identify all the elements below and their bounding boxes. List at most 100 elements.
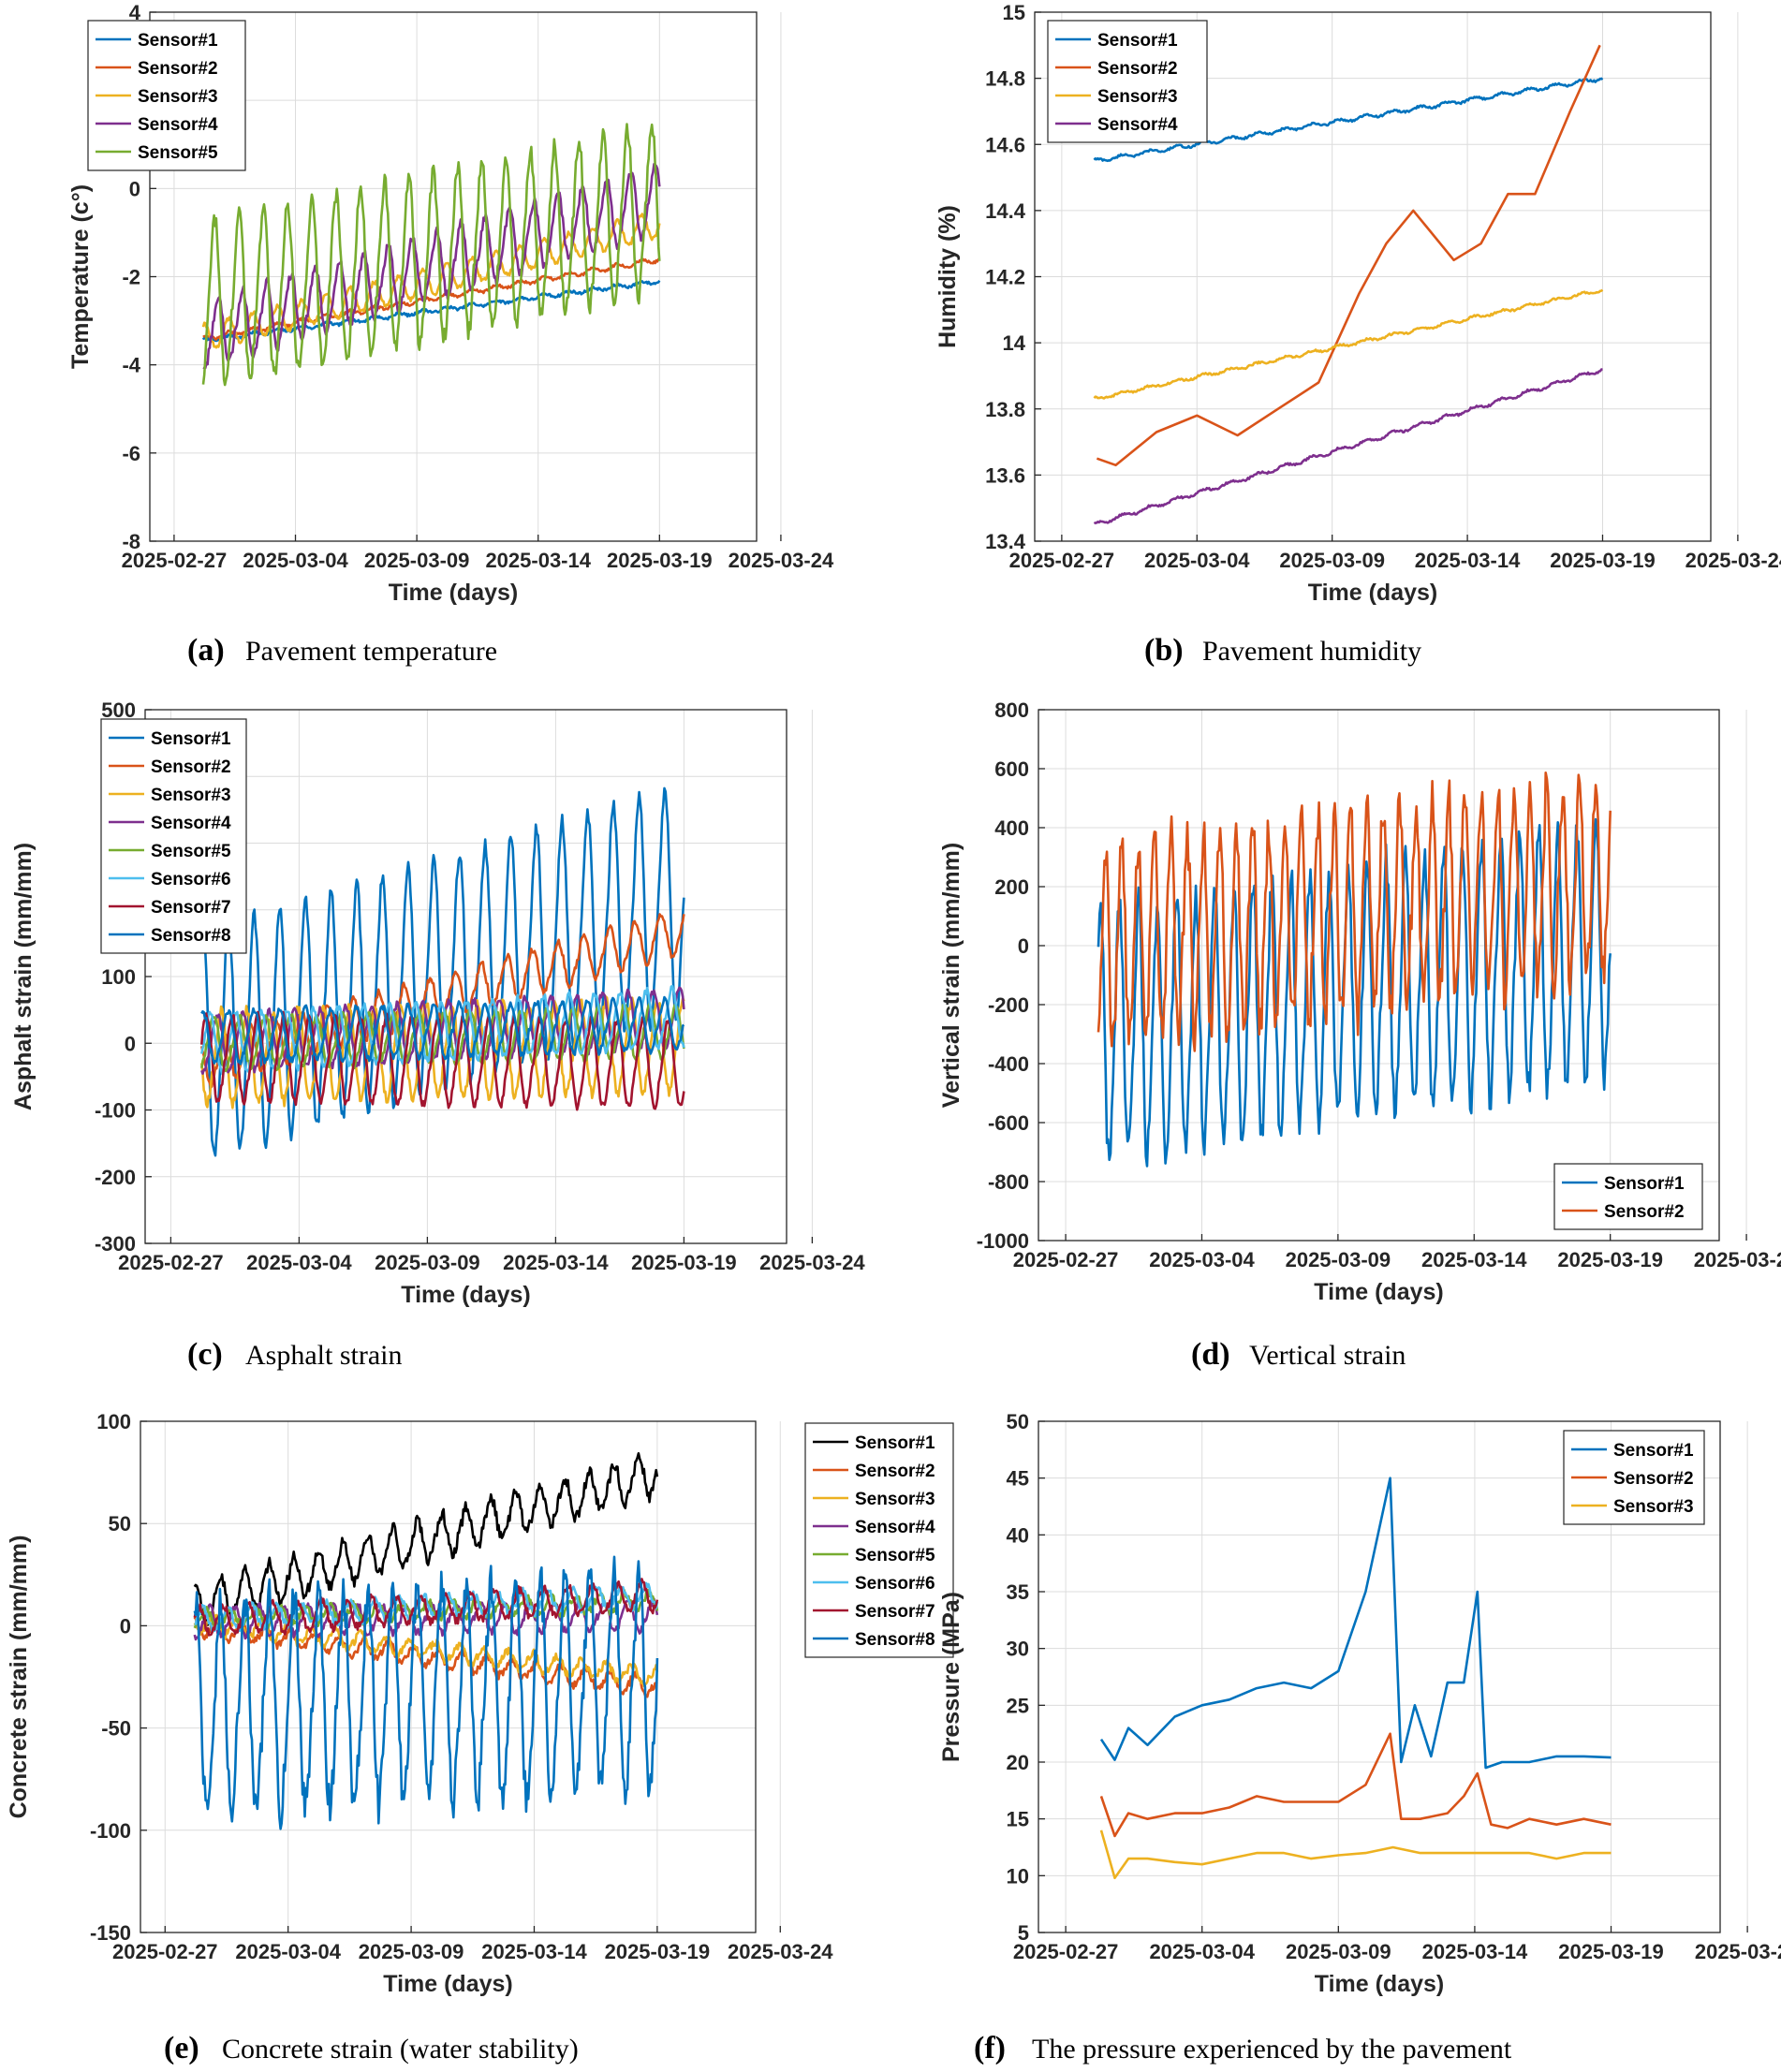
x-tick-label: 2025-03-09 [375,1251,480,1274]
x-tick-label: 2025-03-09 [364,549,470,572]
x-tick-label: 2025-02-27 [1013,1940,1119,1963]
x-tick-label: 2025-03-09 [1279,549,1385,572]
x-tick-label: 2025-03-24 [1685,549,1781,572]
legend-label: Sensor#6 [855,1574,935,1594]
x-tick-label: 2025-02-27 [122,549,228,572]
legend-label: Sensor#7 [151,898,231,918]
caption-letter-d: (d) [1191,1337,1230,1372]
y-tick-label: 500 [101,698,136,722]
series-group-b [1093,44,1604,525]
y-tick-label: 25 [1007,1694,1029,1717]
x-tick-label: 2025-03-24 [1695,1940,1781,1963]
x-tick-label: 2025-03-09 [1286,1248,1391,1271]
series-line-7 [193,1578,659,1637]
legend-label: Sensor#4 [151,814,231,833]
x-tick-label: 2025-03-09 [1286,1940,1391,1963]
x-tick-label: 2025-02-27 [112,1940,218,1963]
series-line-4 [1093,368,1603,525]
y-axis-title: Temperature (c°) [67,184,94,369]
x-tick-label: 2025-03-04 [1144,549,1250,572]
series-line-5 [200,1001,685,1073]
legend-label: Sensor#2 [1097,59,1178,79]
y-tick-label: 50 [109,1512,131,1536]
y-tick-label: -400 [988,1052,1029,1076]
x-tick-label: 2025-03-19 [1557,1248,1663,1271]
series-group-d [1097,771,1612,1168]
y-tick-label: -6 [122,442,140,465]
y-tick-label: 45 [1007,1467,1029,1491]
y-tick-label: 0 [120,1614,131,1638]
panel-d: 2025-02-27 2025-03-04 2025-03-09 2025-03-14… [938,698,1781,1372]
series-line-1 [1093,77,1604,163]
panel-f: 2025-02-27 2025-03-04 2025-03-09 2025-03-14… [938,1410,1781,2065]
caption-letter-b: (b) [1144,633,1184,668]
legend-label: Sensor#1 [855,1433,935,1453]
x-tick-label: 2025-03-14 [1421,1248,1527,1271]
legend-label: Sensor#5 [151,842,231,861]
caption-text-c: Asphalt strain [245,1340,402,1371]
x-tick-label: 2025-03-19 [605,1940,711,1963]
legend-label: Sensor#3 [855,1490,935,1509]
y-tick-label: 14.4 [985,199,1026,223]
legend-label: Sensor#2 [855,1462,935,1481]
y-tick-label: 13.8 [985,398,1025,421]
series-line-3 [1093,288,1604,400]
x-tick-label: 2025-03-14 [1422,1940,1528,1963]
panel-c: 2025-02-27 2025-03-04 2025-03-09 2025-03-14… [10,698,865,1372]
legend-label: Sensor#8 [855,1630,935,1650]
series-line-3 [200,995,685,1109]
x-tick-label: 2025-03-04 [1149,1940,1255,1963]
caption-letter-f: (f) [974,2031,1006,2065]
y-tick-label: 30 [1007,1638,1029,1661]
y-tick-label: 14.2 [985,266,1025,289]
y-axis-title: Asphalt strain (mm/mm) [10,843,37,1110]
y-tick-label: -4 [122,354,140,377]
plot-area-d [1038,710,1719,1241]
legend-label: Sensor#1 [138,31,218,51]
x-tick-label: 2025-03-04 [235,1940,341,1963]
legend-label: Sensor#7 [855,1602,935,1622]
y-tick-label: 10 [1007,1864,1029,1888]
x-axis-title: Time (days) [1308,580,1437,606]
series-group-c [200,786,685,1157]
y-tick-label: 600 [994,757,1029,781]
legend-label: Sensor#1 [1097,31,1178,51]
x-tick-label: 2025-02-27 [1013,1248,1119,1271]
axes-box-d [1038,709,1720,1242]
legend-box-b [1047,20,1208,143]
y-tick-label: 20 [1007,1751,1029,1774]
legend-label: Sensor#4 [138,115,218,135]
y-tick-label: -50 [101,1717,131,1741]
y-tick-label: 15 [1007,1808,1029,1831]
series-line-2 [1099,1732,1612,1838]
series-group-a [201,123,661,387]
x-tick-label: 2025-03-09 [359,1940,464,1963]
caption-text-f: The pressure experienced by the pavement [1032,2034,1512,2065]
y-tick-label: -8 [122,530,140,553]
y-tick-label: -800 [988,1170,1029,1194]
caption-letter-c: (c) [187,1337,223,1372]
legend-box-d [1553,1163,1703,1230]
series-line-2 [1096,44,1601,467]
y-tick-label: -200 [988,993,1029,1017]
series-line-2 [1097,771,1612,1052]
x-tick-label: 2025-03-19 [631,1251,737,1274]
y-tick-label: 14 [1003,331,1026,355]
caption-text-a: Pavement temperature [245,636,497,667]
caption-letter-a: (a) [187,633,225,668]
x-tick-label: 2025-03-04 [1149,1248,1255,1271]
x-tick-label: 2025-03-24 [729,549,834,572]
panel-a: 2025-02-27 2025-03-04 2025-03-09 2025-03-14… [67,1,834,668]
y-tick-label: -200 [95,1166,136,1189]
y-tick-label: 800 [994,698,1029,722]
y-tick-label: 0 [125,1032,136,1055]
x-tick-label: 2025-03-19 [607,549,713,572]
caption-text-d: Vertical strain [1249,1340,1406,1371]
legend-label: Sensor#3 [1613,1497,1694,1517]
y-tick-label: -100 [90,1819,131,1843]
legend-label: Sensor#6 [151,870,231,889]
series-line-5 [201,123,661,387]
x-axis-title: Time (days) [383,1971,512,1997]
x-tick-label: 2025-02-27 [118,1251,224,1274]
legend-label: Sensor#2 [1613,1469,1694,1489]
